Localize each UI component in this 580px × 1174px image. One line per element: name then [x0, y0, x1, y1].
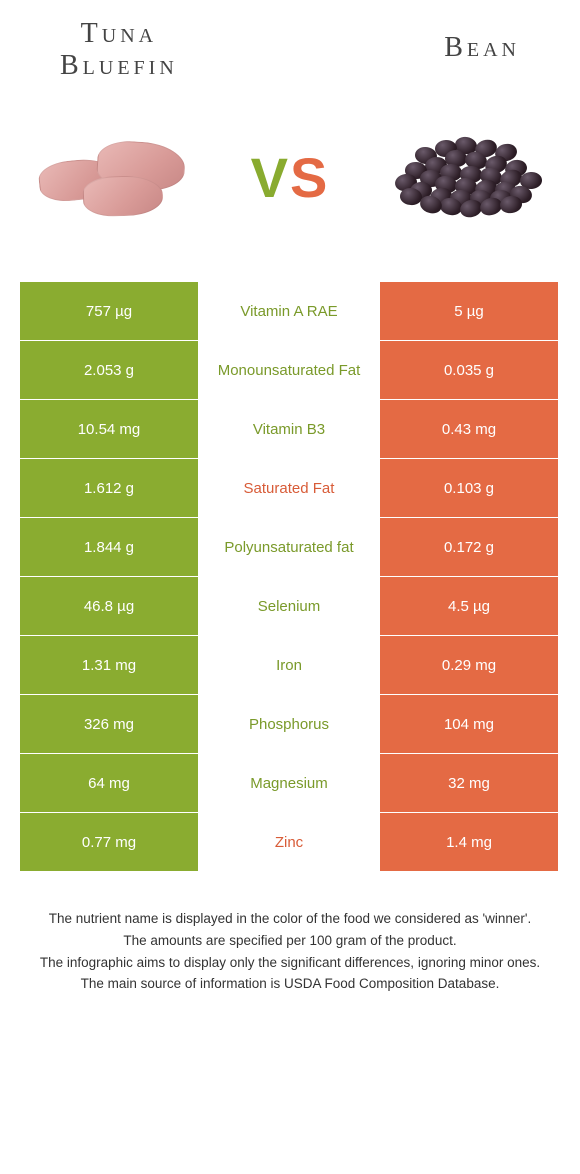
table-row: 46.8 µgSelenium4.5 µg [20, 577, 560, 635]
header: Tuna Bluefin Bean [0, 0, 580, 92]
value-left: 1.844 g [20, 518, 198, 576]
value-right: 5 µg [380, 282, 558, 340]
value-right: 0.172 g [380, 518, 558, 576]
value-left: 0.77 mg [20, 813, 198, 871]
table-row: 1.612 gSaturated Fat0.103 g [20, 459, 560, 517]
footer-line-2: The amounts are specified per 100 gram o… [30, 931, 550, 951]
value-left: 46.8 µg [20, 577, 198, 635]
vs-v: V [251, 146, 290, 209]
table-row: 1.844 gPolyunsaturated fat0.172 g [20, 518, 560, 576]
value-right: 0.43 mg [380, 400, 558, 458]
value-right: 104 mg [380, 695, 558, 753]
table-row: 0.77 mgZinc1.4 mg [20, 813, 560, 871]
nutrition-table: 757 µgVitamin A RAE5 µg2.053 gMonounsatu… [20, 282, 560, 871]
nutrient-name: Vitamin A RAE [199, 282, 379, 340]
title-right: Bean [444, 32, 520, 64]
table-row: 64 mgMagnesium32 mg [20, 754, 560, 812]
footer-line-4: The main source of information is USDA F… [30, 974, 550, 994]
table-row: 757 µgVitamin A RAE5 µg [20, 282, 560, 340]
images-row: VS [0, 92, 580, 282]
value-right: 32 mg [380, 754, 558, 812]
value-right: 0.29 mg [380, 636, 558, 694]
table-row: 2.053 gMonounsaturated Fat0.035 g [20, 341, 560, 399]
nutrient-name: Vitamin B3 [199, 400, 379, 458]
value-left: 1.31 mg [20, 636, 198, 694]
value-right: 0.103 g [380, 459, 558, 517]
nutrient-name: Phosphorus [199, 695, 379, 753]
value-left: 2.053 g [20, 341, 198, 399]
value-right: 1.4 mg [380, 813, 558, 871]
vs-s: S [290, 146, 329, 209]
value-left: 64 mg [20, 754, 198, 812]
nutrient-name: Selenium [199, 577, 379, 635]
value-left: 1.612 g [20, 459, 198, 517]
table-row: 10.54 mgVitamin B30.43 mg [20, 400, 560, 458]
value-left: 326 mg [20, 695, 198, 753]
value-right: 4.5 µg [380, 577, 558, 635]
table-row: 1.31 mgIron0.29 mg [20, 636, 560, 694]
title-left: Tuna Bluefin [60, 18, 178, 82]
nutrient-name: Zinc [199, 813, 379, 871]
tuna-image [30, 122, 200, 232]
bean-image [380, 122, 550, 232]
footer-notes: The nutrient name is displayed in the co… [30, 909, 550, 993]
footer-line-1: The nutrient name is displayed in the co… [30, 909, 550, 929]
nutrient-name: Polyunsaturated fat [199, 518, 379, 576]
footer-line-3: The infographic aims to display only the… [30, 953, 550, 973]
value-left: 10.54 mg [20, 400, 198, 458]
table-row: 326 mgPhosphorus104 mg [20, 695, 560, 753]
value-right: 0.035 g [380, 341, 558, 399]
vs-label: VS [251, 145, 330, 210]
value-left: 757 µg [20, 282, 198, 340]
nutrient-name: Monounsaturated Fat [199, 341, 379, 399]
nutrient-name: Iron [199, 636, 379, 694]
nutrient-name: Saturated Fat [199, 459, 379, 517]
nutrient-name: Magnesium [199, 754, 379, 812]
